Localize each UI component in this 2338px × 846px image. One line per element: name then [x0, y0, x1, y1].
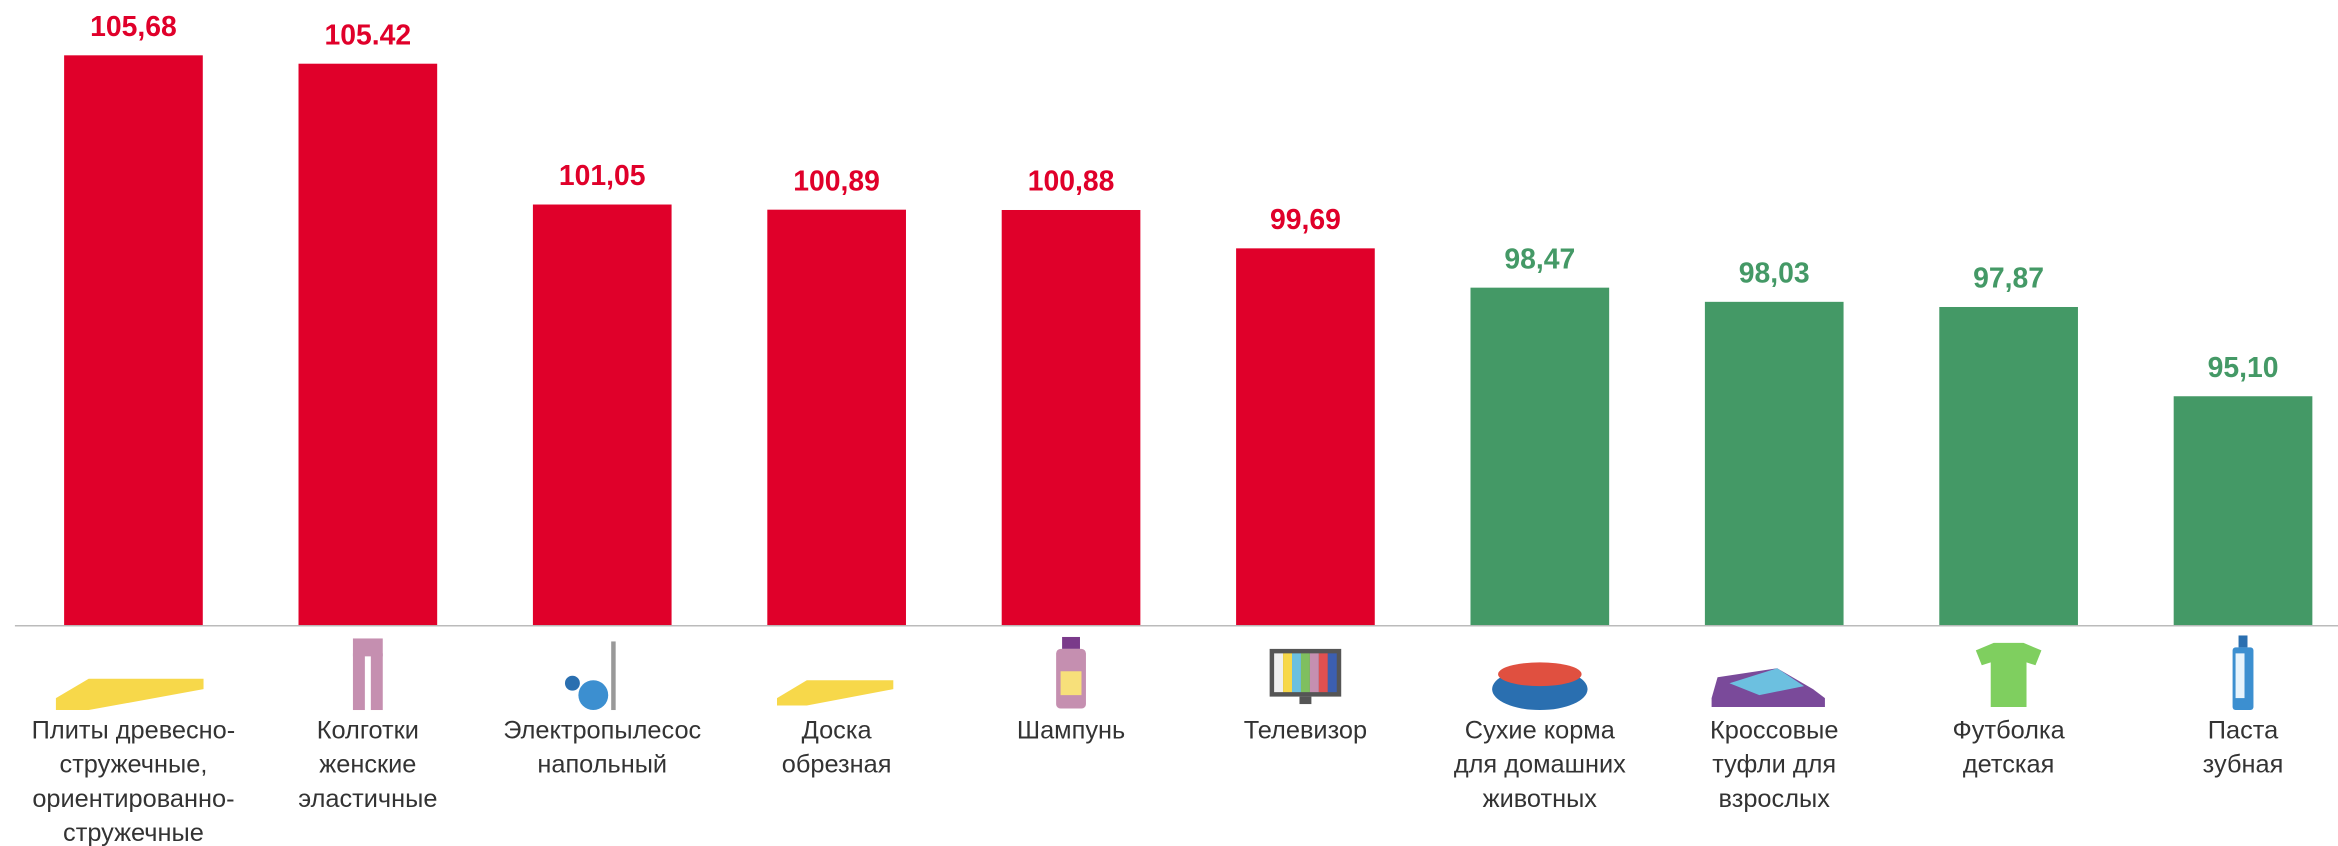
icon-part: [1729, 668, 1805, 696]
icon: [1711, 668, 1825, 708]
icon: [1056, 636, 1086, 709]
value-label: 105.42: [325, 19, 412, 51]
icon-part: [1283, 653, 1293, 693]
x-tick-label-box: Кроссовые туфли для взрослых: [1709, 715, 1839, 813]
icon: [1975, 642, 2042, 708]
x-tick-label: Сухие корма для домашних животных: [1453, 715, 1626, 813]
x-tick-label-box: Плиты древесно- стружечные, ориентирован…: [31, 715, 236, 846]
icon-part: [776, 680, 894, 706]
value-label: 105,68: [90, 11, 177, 43]
bar: [1236, 248, 1375, 626]
x-tick-label-box: Футболка детская: [1952, 715, 2065, 779]
value-label: 100,89: [793, 165, 880, 197]
x-tick-label-box: Доска обрезная: [781, 715, 892, 779]
bar: [2173, 396, 2313, 626]
icon-part: [1292, 653, 1301, 693]
x-tick-label: Колготки женские эластичные: [298, 715, 438, 813]
icon-part: [1299, 696, 1312, 705]
value-label: 95,10: [2208, 352, 2279, 384]
value-label: 100,88: [1028, 166, 1115, 198]
x-tick-label-box: Электропылесос напольный: [503, 715, 702, 779]
icon-part: [352, 653, 365, 711]
x-tick-label: Паста зубная: [2202, 715, 2284, 779]
x-tick-label: Плиты древесно- стружечные, ориентирован…: [31, 715, 236, 846]
icon-part: [1309, 653, 1319, 693]
bar: [64, 55, 203, 626]
icon-part: [1498, 662, 1582, 687]
bar: [1939, 306, 2078, 626]
bar: [1470, 287, 1610, 626]
x-tick-label: Кроссовые туфли для взрослых: [1709, 715, 1839, 813]
icon-part: [370, 653, 383, 711]
icon-part: [1318, 653, 1328, 693]
icon-part: [1300, 653, 1310, 693]
icon: [1492, 662, 1588, 711]
bar: [1001, 209, 1141, 626]
icon: [776, 680, 894, 706]
icon-part: [1060, 671, 1082, 696]
icon: [2232, 635, 2254, 711]
icon: [1269, 648, 1342, 705]
x-tick-label: Шампунь: [1016, 715, 1126, 745]
bar: [298, 63, 438, 626]
x-tick-label: Доска обрезная: [781, 715, 892, 779]
x-tick-label: Футболка детская: [1952, 715, 2065, 779]
icon-part: [55, 678, 204, 711]
x-tick-label-box: Шампунь: [1016, 715, 1126, 745]
icon-part: [578, 680, 609, 711]
bar: [767, 209, 906, 626]
icon-part: [611, 641, 616, 711]
x-tick-label-box: Колготки женские эластичные: [298, 715, 438, 813]
icon: [352, 638, 383, 711]
bar: [532, 204, 672, 626]
value-label: 97,87: [1973, 263, 2044, 295]
icon: [564, 641, 616, 711]
icon-part: [1062, 636, 1080, 649]
x-tick-label: Электропылесос напольный: [503, 715, 702, 779]
icon-part: [564, 675, 580, 691]
icon-part: [352, 638, 383, 657]
icon-part: [1327, 653, 1337, 693]
value-label: 98,47: [1504, 243, 1575, 275]
icon: [55, 678, 204, 711]
x-tick-label-box: Телевизор: [1243, 715, 1368, 745]
value-label: 99,69: [1270, 204, 1341, 236]
x-tick-label-box: Сухие корма для домашних животных: [1453, 715, 1626, 813]
icon-part: [1274, 653, 1284, 693]
icon-part: [1975, 642, 2042, 708]
x-tick-label-box: Паста зубная: [2202, 715, 2284, 779]
x-tick-label: Телевизор: [1243, 715, 1368, 745]
icon-part: [2238, 635, 2248, 648]
value-label: 98,03: [1739, 257, 1810, 289]
value-label: 101,05: [559, 160, 646, 192]
icon-part: [2235, 653, 2245, 699]
bar: [1704, 301, 1844, 626]
